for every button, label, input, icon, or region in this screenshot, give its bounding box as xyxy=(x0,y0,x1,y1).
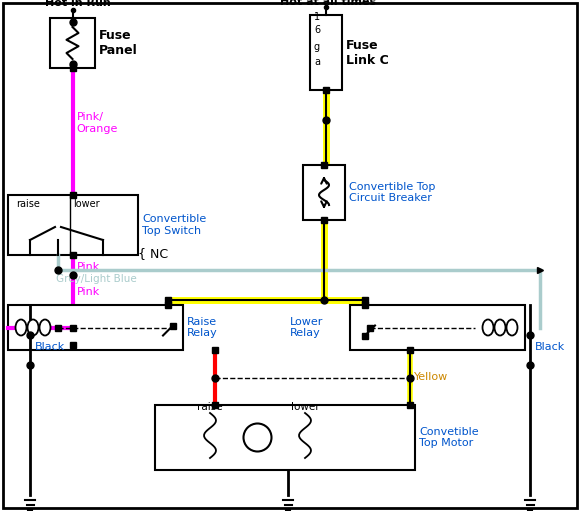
Text: raise: raise xyxy=(197,402,223,412)
Text: Fuse
Panel: Fuse Panel xyxy=(99,29,138,57)
Bar xyxy=(310,15,342,90)
Bar xyxy=(50,18,95,68)
Bar xyxy=(8,305,183,350)
Text: Convertible
Top Switch: Convertible Top Switch xyxy=(142,214,206,236)
Text: Fuse
Link C: Fuse Link C xyxy=(346,38,389,66)
Ellipse shape xyxy=(39,319,50,336)
Text: Pink/
Orange: Pink/ Orange xyxy=(77,112,118,134)
Text: lower: lower xyxy=(291,402,320,412)
Bar xyxy=(8,195,138,255)
Text: 1: 1 xyxy=(314,12,320,22)
Bar xyxy=(350,305,525,350)
Ellipse shape xyxy=(27,319,38,336)
Text: Convetible
Top Motor: Convetible Top Motor xyxy=(419,427,478,448)
Ellipse shape xyxy=(506,319,517,336)
Text: Pink: Pink xyxy=(77,262,100,272)
Text: Black: Black xyxy=(535,342,566,352)
Text: Raise
Relay: Raise Relay xyxy=(187,317,218,338)
Text: Hot in Run: Hot in Run xyxy=(45,0,111,8)
Text: Pink: Pink xyxy=(77,287,100,297)
Bar xyxy=(155,405,415,470)
Bar xyxy=(303,165,345,220)
Text: Grey/Light Blue: Grey/Light Blue xyxy=(56,274,137,284)
Text: Yellow: Yellow xyxy=(414,372,448,382)
Text: a: a xyxy=(314,57,320,67)
Text: Black: Black xyxy=(35,342,65,352)
Ellipse shape xyxy=(16,319,27,336)
Ellipse shape xyxy=(495,319,506,336)
Text: g: g xyxy=(314,42,320,52)
Text: lower: lower xyxy=(73,199,100,209)
Text: raise: raise xyxy=(16,199,40,209)
Text: Convertible Top
Circuit Breaker: Convertible Top Circuit Breaker xyxy=(349,182,436,203)
Text: Hot at all times: Hot at all times xyxy=(280,0,376,7)
Text: 6: 6 xyxy=(314,25,320,35)
Text: { NC: { NC xyxy=(138,247,168,260)
Ellipse shape xyxy=(483,319,494,336)
Text: Lower
Relay: Lower Relay xyxy=(290,317,324,338)
